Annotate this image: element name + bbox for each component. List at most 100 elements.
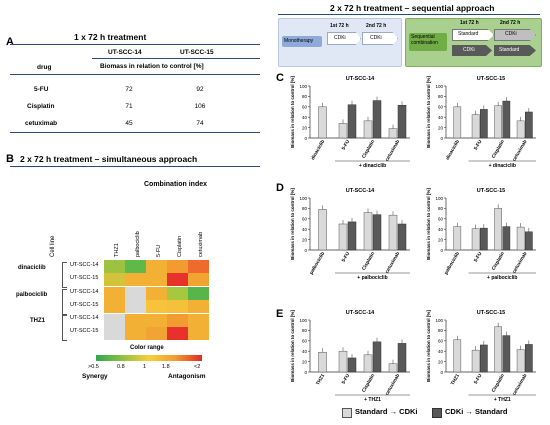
x-tick-label: dinaciclib [310,139,326,161]
bar-cdki-standard [347,221,357,251]
table-cell: 71 [125,103,133,110]
y-tick-label: 20 [302,359,308,364]
y-tick-label: 100 [299,84,307,89]
y-tick-label: 60 [438,339,444,344]
heatmap-cell [188,300,209,313]
bar-cdki-standard [372,214,382,251]
mono-second-label: 2nd 72 h [366,23,387,29]
bar-standard-cdki [453,226,462,251]
y-tick-label: 80 [302,206,308,211]
table-cell: 72 [125,86,133,93]
chart-title: UT-SCC-15 [477,76,505,82]
heatmap-cell [188,273,209,286]
bar-standard-cdki [338,350,348,373]
y-axis-label: Biomass in relation to control [%] [290,76,295,148]
x-tick-label: cetuximab [384,373,401,397]
x-tick-label: dinaciclib [445,139,461,161]
seq-standard-1-label: Standard [458,31,479,37]
y-tick-label: 20 [438,125,444,130]
heatmap-cell [167,273,188,286]
sequential-title: 2 x 72 h treatment – sequential approach [330,3,495,13]
bar-standard-cdki [471,228,480,251]
x-tick-label: 5-FU [341,373,352,386]
seq-first-label: 1st 72 h [460,20,479,26]
heatmap-row-label: UT-SCC-15 [70,275,99,281]
bar-cdki-standard [525,111,533,139]
legend-tick: <2 [194,364,201,370]
y-axis-label: Biomass in relation to control [%] [290,188,295,260]
heatmap-cell [146,327,167,340]
chart-title: UT-SCC-14 [346,310,375,316]
heatmap-cell [104,300,125,313]
legend-swatch-light [342,408,352,418]
seq-second-label: 2nd 72 h [500,20,521,26]
table-row-drug: Cisplatin [27,103,55,110]
y-axis-label: Biomass in relation to control [%] [426,310,431,382]
legend-tick: >0.5 [88,364,99,370]
sequential-label: Sequential combination [411,34,438,46]
seq-arrow-cdki-1 [494,29,536,41]
heatmap-cell [125,260,146,273]
heatmap-group-thz1: THZ1 [30,318,45,324]
monotherapy-label: Monotherapy [284,38,314,44]
legend-standard-cdki: Standard → CDKi [355,407,418,416]
y-tick-label: 60 [438,105,444,110]
x-tick-label: Cisplatin [361,373,376,394]
bar-cdki-standard [372,341,382,373]
y-tick-label: 20 [438,237,444,242]
bar-cdki-standard [502,226,511,251]
x-tick-label: cetuximab [511,373,528,397]
color-range-bar [96,355,202,361]
heatmap-cell [125,287,146,300]
heatmap-cell [146,273,167,286]
heatmap-cell [104,314,125,327]
chart-title: UT-SCC-14 [346,188,375,194]
heatmap-cell [125,300,146,313]
bar-standard-cdki [453,339,462,373]
heatmap-cell [167,327,188,340]
heatmap-cell [188,287,209,300]
y-tick-label: 100 [299,196,307,201]
y-tick-label: 80 [302,328,308,333]
bar-standard-cdki [494,326,502,373]
heatmap-cell [104,260,125,273]
bar-standard-cdki [471,114,480,139]
y-axis-label: Biomass in relation to control [%] [290,310,295,382]
x-tick-label: 5-FU [341,251,352,264]
group-bracket [62,289,67,315]
x-tick-label: Cisplatin [361,251,376,272]
y-tick-label: 80 [438,94,444,99]
y-tick-label: 40 [302,115,308,120]
table-col-ut-scc-14: UT-SCC-14 [108,49,142,56]
bar-standard-cdki [516,226,525,251]
bar-cdki-standard [397,223,407,251]
heatmap-cell [146,287,167,300]
heatmap-row-label: UT-SCC-14 [70,315,99,321]
heatmap-row-label: UT-SCC-15 [70,302,99,308]
chart-title: UT-SCC-14 [346,76,375,82]
heatmap-cell [104,273,125,286]
y-tick-label: 60 [438,217,444,222]
heatmap-cell [104,287,125,300]
y-tick-label: 0 [304,370,307,375]
y-tick-label: 0 [304,248,307,253]
panel-d-letter: D [276,182,284,194]
x-tick-label: Cisplatin [491,373,506,394]
y-tick-label: 0 [440,136,443,141]
heatmap-title: Combination index [144,181,207,188]
sequential-rule [278,14,540,15]
combo-label: + dinaciclib [359,163,386,169]
y-tick-label: 0 [304,136,307,141]
legend-swatch-dark [432,408,442,418]
seq-arrow-cdki-2 [452,45,492,56]
legend-tick: 1 [143,364,147,370]
bar-cdki-standard [397,104,407,139]
y-tick-label: 60 [302,339,308,344]
x-tick-label: cetuximab [511,251,528,275]
panel-c-letter: C [276,72,284,84]
seq-arrow-standard-1 [452,29,494,41]
y-tick-label: 100 [435,84,443,89]
bar-cdki-standard [397,343,407,373]
y-tick-label: 100 [435,318,443,323]
